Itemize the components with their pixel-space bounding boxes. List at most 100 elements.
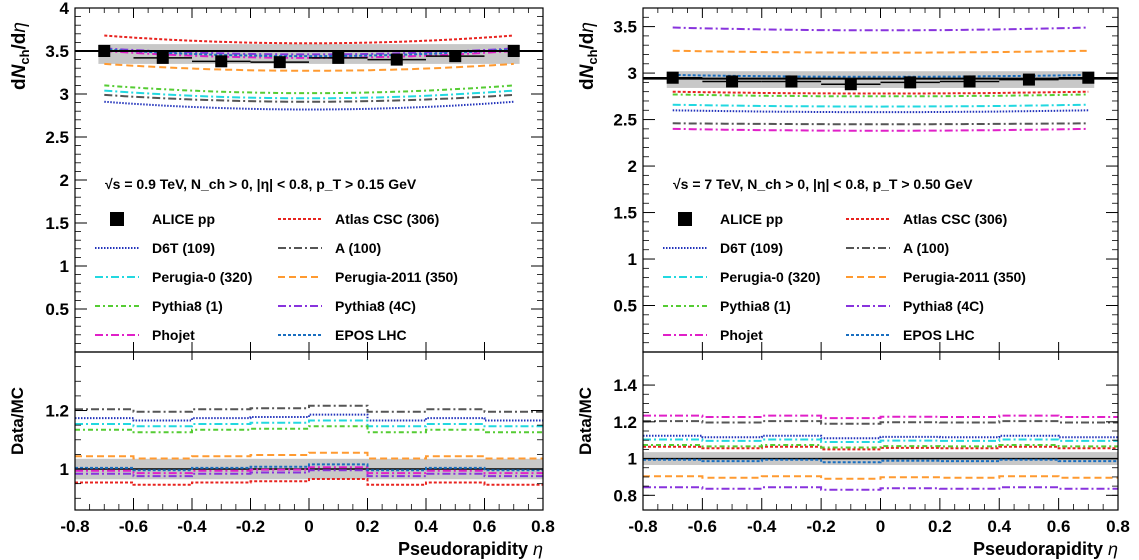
legend-label: Atlas CSC (306) [335,211,439,227]
legend: ALICE pp Atlas CSC (306) D6T (109) A (100) P… [663,211,1026,343]
data-point [507,45,520,57]
y-tick-label: 1 [628,250,637,269]
x-tick-label: 0.6 [1047,517,1071,536]
data-point [726,75,739,88]
energy-label: √s = 0.9 TeV, N_ch > 0, |η| < 0.8, p_T >… [105,176,417,192]
x-tick-label: -0.4 [747,517,777,536]
legend-label: A (100) [903,240,949,256]
y-tick-label: 0.5 [613,297,637,316]
mc-curve [104,62,514,72]
x-tick-label: 0 [876,517,885,536]
legend-label: Pythia8 (1) [720,298,791,314]
ratio-curve [75,404,543,413]
ratio-plot [643,414,1118,491]
x-tick-label: -0.2 [806,517,835,536]
ratio-curve [643,475,1118,480]
mc-curve [672,93,1089,98]
x-tick-label: 0.8 [1106,517,1130,536]
ratio-curve [75,451,543,460]
data-point [1082,71,1095,84]
data-point [1022,73,1035,86]
mc-curve [672,73,1089,78]
legend-label: ALICE pp [720,211,783,227]
data-point [156,51,169,64]
legend: ALICE pp Atlas CSC (306) D6T (109) A (100) P… [95,211,458,343]
y-axis-label: dNch/dη [577,22,600,90]
x-tick-label: -0.8 [60,517,89,536]
ratio-curve [643,434,1118,440]
legend-marker-alice [678,212,692,226]
y-tick-label: 3.5 [613,18,637,37]
data-point [332,51,345,64]
legend-label: Perugia-2011 (350) [903,269,1026,285]
ratio-axis-label: Data/MC [576,387,595,455]
data-point [963,75,976,88]
ratio-curve [75,425,543,434]
ratio-curve [75,419,543,428]
ratio-curve [643,414,1118,420]
y-tick-label: 1.5 [45,214,69,233]
y-axis-label: dNch/dη [9,22,32,90]
legend-label: EPOS LHC [903,327,975,343]
data-point [904,76,917,89]
mc-curve [104,93,514,103]
legend-label: Pythia8 (4C) [335,298,416,314]
legend-label: Perugia-0 (320) [152,269,252,285]
energy-label: √s = 7 TeV, N_ch > 0, |η| < 0.8, p_T > 0… [673,176,973,192]
ratio-curve [75,413,543,422]
data-point [844,78,857,91]
legend-label: Phojet [720,327,763,343]
y-tick-label: 2 [628,157,637,176]
mc-curve [104,34,514,45]
x-tick-label: 0.4 [414,517,438,536]
y-tick-label: 1 [60,257,69,276]
y-tick-label: 3 [628,64,637,83]
mc-curve [104,89,514,100]
legend-label: Atlas CSC (306) [903,211,1007,227]
data-point [666,71,679,84]
ratio-curve [643,444,1118,449]
legend-label: Perugia-0 (320) [720,269,820,285]
legend-label: Phojet [152,327,195,343]
x-axis-label: Pseudorapidity η [973,539,1118,559]
ratio-curve [75,469,543,478]
mc-curve [672,127,1089,132]
x-tick-label: 0.8 [531,517,555,536]
mc-curve [672,26,1089,32]
ratio-curve [643,445,1118,451]
legend-label: D6T (109) [152,240,215,256]
legend-label: D6T (109) [720,240,783,256]
x-tick-label: 0 [304,517,313,536]
mc-curve [672,103,1089,108]
y-tick-label: 3.5 [45,42,69,61]
ratio-frame [74,351,544,511]
data-point [273,56,286,69]
x-tick-label: -0.2 [236,517,265,536]
x-tick-label: -0.6 [119,517,148,536]
y-tick-label: 4 [60,0,70,18]
y-tick-label: 3 [60,85,69,104]
ratio-tick-label: 1.2 [613,413,637,432]
legend-label: Pythia8 (1) [152,298,223,314]
ratio-curve [643,420,1118,425]
legend-label: ALICE pp [152,211,215,227]
panel-right: 0.5 1 1.5 2 2.5 3 3.5 dNch/dη √s = 7 TeV, N_ch >… [576,7,1130,559]
main-plot [643,26,1118,132]
y-tick-label: 2 [60,171,69,190]
ratio-tick-label: 1 [60,460,69,479]
mc-curve [104,48,514,58]
mc-curve [672,122,1089,126]
data-point [215,55,228,68]
mc-curve [104,100,514,111]
mc-curve [104,84,514,95]
ratio-curve [75,478,543,486]
y-tick-label: 1.5 [613,204,637,223]
ratio-curve [643,458,1118,464]
x-tick-label: -0.6 [688,517,717,536]
ratio-axis-label: Data/MC [8,387,27,455]
x-axis-label: Pseudorapidity η [398,539,543,559]
legend-label: Pythia8 (4C) [903,298,984,314]
data-point [449,50,462,63]
ratio-tick-label: 1.4 [613,376,637,395]
ratio-tick-label: 1.2 [45,402,69,421]
